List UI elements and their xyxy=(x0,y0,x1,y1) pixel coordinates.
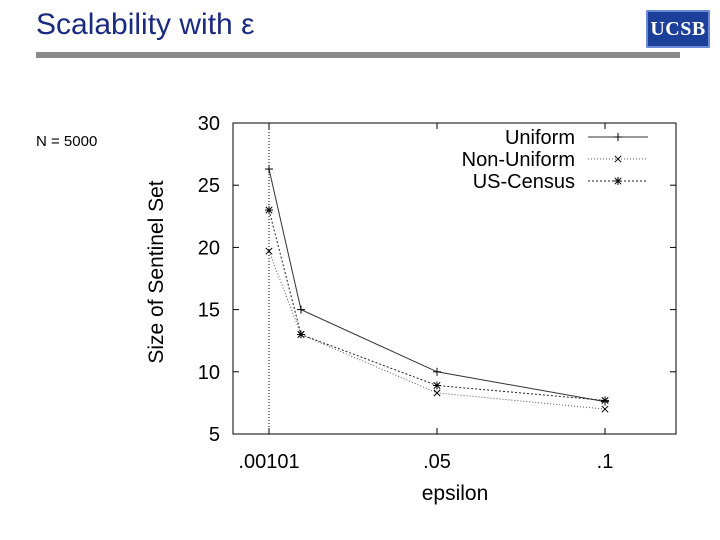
data-point-marker xyxy=(265,247,273,255)
ucsb-logo: UCSB xyxy=(646,10,710,48)
legend-label: Uniform xyxy=(505,127,575,149)
y-tick-label: 15 xyxy=(198,300,220,322)
chart-series xyxy=(265,165,609,413)
data-point-marker xyxy=(614,133,622,141)
data-point-marker xyxy=(601,396,609,405)
y-axis-label: Size of Sentinel Set xyxy=(145,180,168,363)
slide-title: Scalability with ε xyxy=(36,8,255,41)
x-tick-label: .00101 xyxy=(238,451,299,473)
data-point-marker xyxy=(433,389,441,397)
legend-label: Non-Uniform xyxy=(462,149,575,171)
sample-size-note: N = 5000 xyxy=(36,133,98,150)
y-tick-label: 25 xyxy=(198,175,220,197)
series-line-uniform xyxy=(268,168,606,403)
data-point-marker xyxy=(614,155,622,163)
y-tick-label: 20 xyxy=(198,237,220,259)
title-divider xyxy=(36,52,680,58)
data-point-marker xyxy=(614,177,622,185)
chart-axes: 5 10 15 20 25 30 .00101 .05 .1 xyxy=(198,113,677,473)
series-line-non-uniform xyxy=(268,250,606,410)
data-point-marker xyxy=(601,405,609,413)
y-tick-label: 30 xyxy=(198,113,220,135)
series-line-us-census xyxy=(268,209,606,401)
legend-label: US-Census xyxy=(473,171,575,193)
x-tick-label: .05 xyxy=(423,451,451,473)
data-point-marker xyxy=(433,381,441,390)
data-point-marker xyxy=(265,206,273,215)
plot-frame xyxy=(232,122,677,435)
x-axis-label: epsilon xyxy=(422,482,489,505)
data-point-marker xyxy=(297,330,305,339)
x-tick-label: .1 xyxy=(597,451,614,473)
data-point-marker xyxy=(265,165,273,174)
y-tick-label: 5 xyxy=(209,424,220,446)
data-point-marker xyxy=(297,305,305,314)
y-tick-label: 10 xyxy=(198,362,220,384)
data-point-marker xyxy=(433,367,441,376)
